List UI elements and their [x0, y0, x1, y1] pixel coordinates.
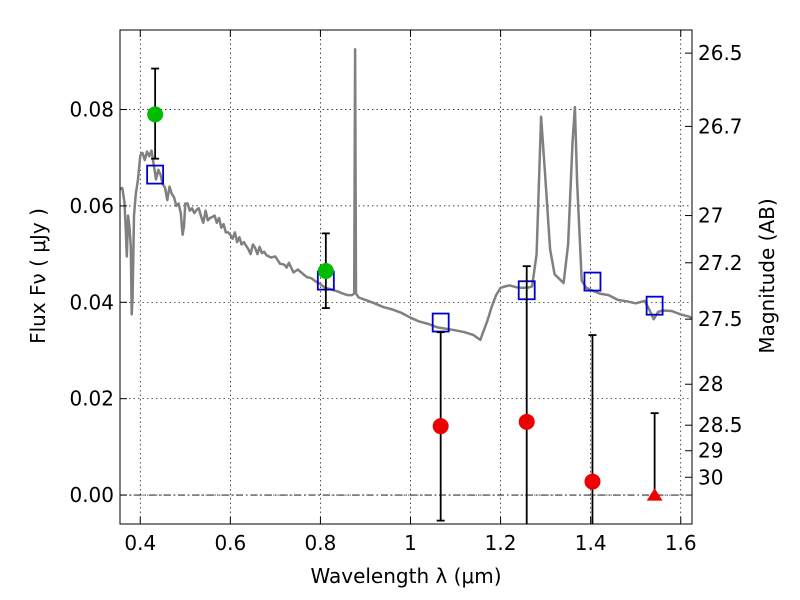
mag-tick-label-3: 27.2: [698, 251, 743, 275]
mag-tick-label-8: 30: [698, 465, 723, 489]
x-tick-label-4: 1.2: [485, 531, 517, 555]
y-tick-label-3: 0.06: [69, 194, 114, 218]
x-axis-label: Wavelength λ (μm): [310, 564, 501, 588]
x-tick-label-2: 0.8: [305, 531, 337, 555]
x-tick-label-6: 1.6: [665, 531, 697, 555]
model-photometry-marker-0: [146, 164, 165, 185]
mag-tick-label-1: 26.7: [698, 114, 743, 138]
model-spectrum-line: [120, 48, 692, 342]
y-tick-label-0: 0.00: [69, 483, 114, 507]
x-tick-label-0: 0.4: [124, 531, 156, 555]
axes-layer: 0.4 0.6 0.8 1 1.2 1.4 1.6 0.00 0.02 0.04 0.06 0.08 2…: [69, 29, 743, 555]
model-photometry-marker-4: [583, 271, 602, 292]
mag-tick-label-2: 27: [698, 204, 723, 228]
mag-tick-label-4: 27.5: [698, 307, 743, 331]
model-photometry-marker-5: [645, 295, 664, 316]
detections-marker-0: [147, 106, 164, 123]
y-tick-label-4: 0.08: [69, 98, 114, 122]
mag-tick-label-0: 26.5: [698, 41, 743, 65]
non-detections-marker-0: [432, 418, 449, 435]
series-layer: [120, 48, 692, 524]
y-tick-label-2: 0.04: [69, 290, 114, 314]
plot-frame: [119, 29, 693, 525]
mag-tick-label-6: 28.5: [698, 413, 743, 437]
mag-tick-label-7: 29: [698, 439, 723, 463]
non-detections-marker-2: [584, 473, 601, 490]
upper-limit-marker-0: [646, 488, 663, 501]
x-tick-label-5: 1.4: [575, 531, 607, 555]
y-tick-label-1: 0.02: [69, 387, 114, 411]
x-tick-label-3: 1: [404, 531, 417, 555]
plot-background: [120, 30, 692, 524]
y-axis-right-label: Magnitude (AB): [755, 198, 779, 353]
plot-area: [120, 30, 692, 524]
non-detections-marker-1: [518, 413, 535, 430]
detections-marker-1: [317, 262, 334, 279]
y-axis-label: Flux Fν ( μJy ): [26, 208, 50, 344]
x-tick-label-1: 0.6: [214, 531, 246, 555]
mag-tick-label-5: 28: [698, 372, 723, 396]
